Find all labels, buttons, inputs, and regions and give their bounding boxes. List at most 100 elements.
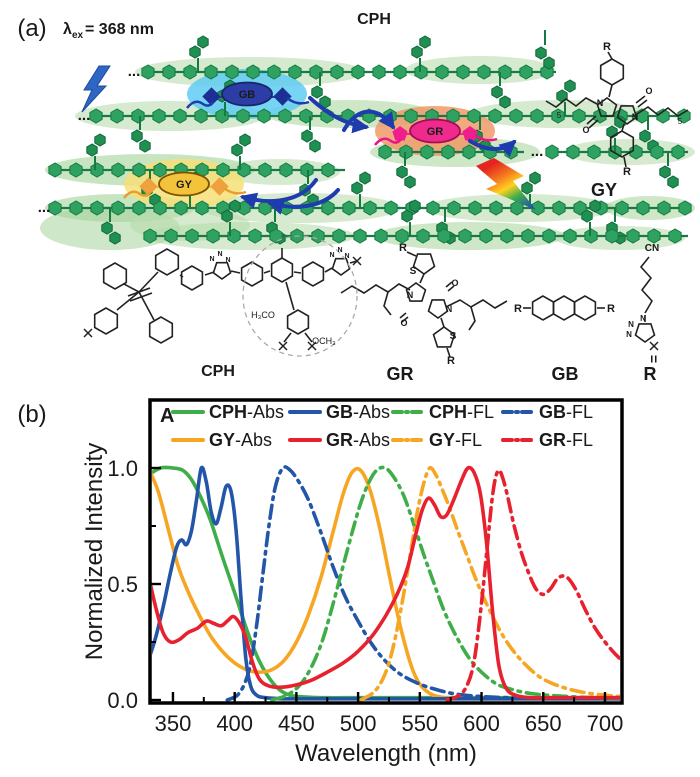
anthracene-ring (573, 295, 597, 321)
backbone-unit (441, 144, 455, 160)
five-membered-ring (432, 326, 456, 348)
cph-triazole2-n3: N (344, 253, 349, 260)
r-n2: N (626, 330, 632, 339)
legend-label: GB-Abs (326, 402, 390, 422)
backbone-unit (378, 144, 392, 160)
backbone-unit (650, 144, 664, 160)
backbone-unit (174, 200, 188, 216)
legend-item-GR-FL: GR-FL (501, 430, 593, 450)
series-GR-FL (445, 468, 620, 702)
backbone-unit (477, 64, 491, 80)
linker-squiggle (123, 190, 152, 199)
legend-label: CPH-Abs (209, 402, 284, 422)
alkyl-chain (636, 106, 689, 117)
y-tick-label: 0.5 (107, 572, 138, 597)
bond (116, 291, 140, 311)
attachment-mark (649, 341, 659, 351)
backbone-unit (384, 200, 398, 216)
backbone-unit (395, 228, 409, 244)
bond (440, 317, 445, 328)
bond (623, 156, 627, 168)
cph-methoxy-left: H₃CO (251, 310, 275, 320)
bond (138, 291, 155, 321)
cph-triazole2-n2: N (337, 247, 342, 254)
backbone-unit (456, 64, 470, 80)
backbone-unit (321, 200, 335, 216)
backbone-unit (566, 144, 580, 160)
pendant-ring (667, 175, 679, 189)
x-tick-label: 450 (278, 711, 315, 736)
text-annotations: (a) λ ex = 368 nmCPH............RRNNOO55GYN… (17, 11, 682, 428)
bond (283, 332, 292, 343)
gb-r-left: R (514, 303, 522, 315)
x-tick-label: 350 (155, 711, 192, 736)
pendant-ring (309, 139, 321, 153)
legend-item-CPH-FL: CPH-FL (391, 402, 494, 422)
r-equals: = (646, 355, 662, 363)
backbone-unit (498, 64, 512, 80)
pendant-ring (139, 139, 151, 153)
flank-unit (392, 126, 408, 141)
backbone-unit (374, 228, 388, 244)
flank-unit (139, 177, 158, 196)
chromophore-gb: GB (186, 81, 310, 109)
legend-label: GB-FL (539, 402, 593, 422)
backbone-unit (69, 200, 83, 216)
gb-oval-label: GB (239, 89, 256, 101)
backbone-unit (563, 228, 577, 244)
five-membered-ring (634, 323, 656, 343)
backbone-unit (90, 162, 104, 178)
pendant-ring (401, 209, 413, 223)
gr-oval-label: GR (427, 126, 444, 138)
gb-oval (221, 81, 273, 107)
pendant-ring (359, 171, 371, 185)
backbone-unit (111, 162, 125, 178)
backbone-unit (330, 64, 344, 80)
bond (419, 273, 425, 284)
backbone-unit (420, 144, 434, 160)
legend-item-GB-FL: GB-FL (501, 402, 593, 422)
backbone-unit (626, 228, 640, 244)
pendant-ring (529, 171, 541, 185)
backbone-unit (462, 144, 476, 160)
backbone-unit (488, 108, 502, 124)
backbone-unit (552, 200, 566, 216)
backbone-unit (48, 200, 62, 216)
pendant-ring (229, 199, 241, 213)
backbone-unit (353, 228, 367, 244)
backbone-unit (195, 200, 209, 216)
chain-dots-1: ... (128, 63, 141, 80)
backbone-unit (246, 64, 260, 80)
x-tick-label: 700 (587, 711, 624, 736)
backbone-unit (288, 64, 302, 80)
alkyl-chain (447, 299, 508, 309)
backbone-unit (393, 64, 407, 80)
backbone-unit (204, 64, 218, 80)
x-tick-label: 600 (463, 711, 500, 736)
pendant-ring (581, 209, 593, 223)
backbone-unit (519, 64, 533, 80)
backbone-unit (416, 228, 430, 244)
linker-squiggle (474, 133, 498, 142)
backbone-unit (215, 108, 229, 124)
spectra-chart: 350 400 450 500 550 600 650 700 0.0 0.5 1.0 Wavelen… (81, 398, 624, 767)
benzene-ring (180, 265, 204, 291)
pendant-ring (221, 209, 233, 223)
chain-dots-3: ... (531, 143, 544, 160)
backbone-unit (372, 64, 386, 80)
backbone-unit (593, 108, 607, 124)
gy-n-left: N (597, 98, 604, 108)
five-membered-ring (427, 299, 449, 319)
chromophore-units: GB GR GY (123, 81, 498, 199)
gr-oval (409, 118, 461, 144)
y-tick-label: 0.0 (107, 688, 138, 713)
backbone-unit (269, 228, 283, 244)
backbone-unit (332, 228, 346, 244)
pendant-ring (614, 115, 626, 129)
bond (588, 119, 599, 129)
series-GY-FL (358, 465, 620, 702)
legend-label: CPH-FL (429, 402, 494, 422)
backbone-unit (573, 200, 587, 216)
benzene-ring (301, 261, 325, 287)
